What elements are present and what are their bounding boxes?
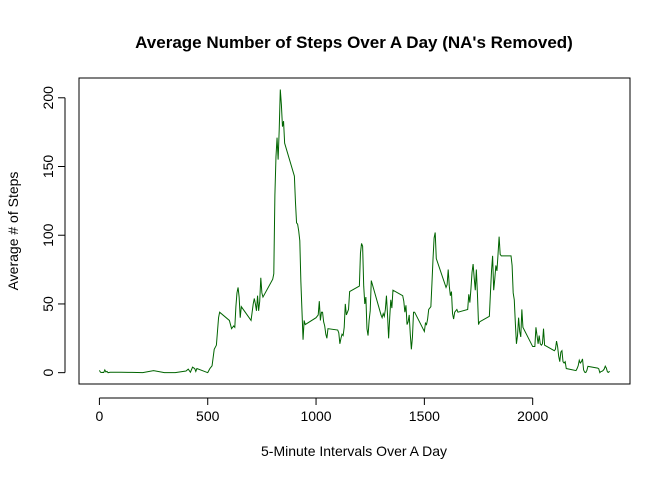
x-tick-label: 500 — [196, 408, 220, 424]
y-tick-label: 150 — [40, 155, 56, 179]
x-tick-label: 1000 — [300, 408, 331, 424]
x-tick-label: 1500 — [409, 408, 440, 424]
y-axis-title: Average # of Steps — [5, 172, 21, 291]
x-tick-label: 2000 — [517, 408, 548, 424]
data-line — [98, 89, 610, 374]
y-tick-label: 0 — [40, 369, 56, 377]
y-tick-label: 100 — [40, 223, 56, 247]
x-axis-title: 5-Minute Intervals Over A Day — [261, 443, 447, 459]
y-tick-label: 200 — [40, 86, 56, 110]
chart-title: Average Number of Steps Over A Day (NA's… — [135, 33, 573, 52]
y-tick-label: 50 — [40, 296, 56, 312]
plot-box — [78, 77, 631, 385]
x-tick-label: 0 — [96, 408, 104, 424]
